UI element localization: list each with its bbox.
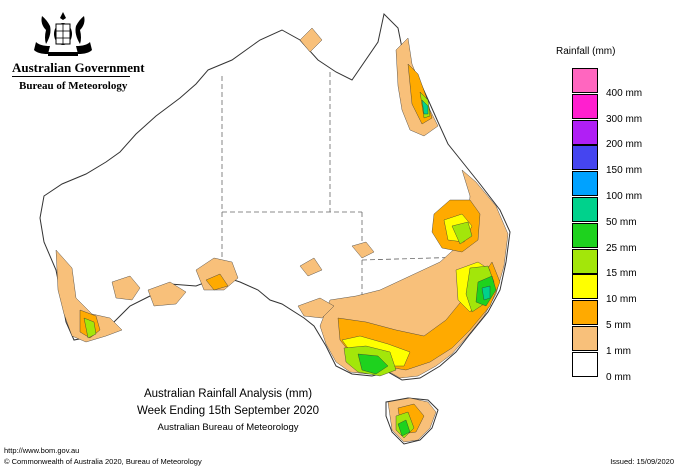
legend-swatch: [572, 300, 598, 326]
legend-label: 1 mm: [606, 345, 631, 357]
legend-swatch: [572, 274, 598, 300]
legend-label: 400 mm: [606, 87, 643, 99]
legend-swatch: [572, 119, 598, 145]
legend-swatch: [572, 326, 598, 351]
legend-label: 25 mm: [606, 242, 637, 254]
map-period: Week Ending 15th September 2020: [137, 405, 319, 417]
legend-swatch: [572, 222, 598, 248]
legend-label: 0 mm: [606, 371, 631, 383]
legend-label: 10 mm: [606, 294, 637, 306]
org-name: Australian Government: [12, 60, 145, 75]
legend-swatch: [572, 171, 598, 197]
copyright-text: © Commonwealth of Australia 2020, Bureau…: [4, 457, 202, 466]
bureau-name: Bureau of Meteorology: [19, 80, 128, 92]
legend-label: 5 mm: [606, 320, 631, 331]
header-divider: [12, 76, 130, 77]
issued-date: Issued: 15/09/2020: [610, 457, 674, 466]
coat-of-arms-icon: [34, 12, 92, 56]
legend-swatch: [572, 68, 598, 93]
legend-swatch: [572, 93, 598, 119]
legend-label: 100 mm: [606, 191, 643, 202]
legend-title: Rainfall (mm): [556, 46, 616, 57]
legend-swatch: [572, 351, 598, 377]
legend-label: 50 mm: [606, 216, 637, 228]
legend-label: 15 mm: [606, 268, 637, 280]
legend-swatch: [572, 145, 598, 171]
legend-label: 200 mm: [606, 139, 643, 151]
bom-url[interactable]: http://www.bom.gov.au: [4, 446, 80, 455]
rainfall-map: [39, 12, 511, 445]
rain-50-100mm: [421, 99, 491, 301]
legend-swatch: [572, 197, 598, 222]
legend-swatch: [572, 248, 598, 274]
map-title: Australian Rainfall Analysis (mm): [143, 388, 313, 400]
map-source: Australian Bureau of Meteorology: [157, 422, 299, 433]
legend-label: 150 mm: [606, 165, 643, 177]
legend-label: 300 mm: [606, 113, 643, 125]
